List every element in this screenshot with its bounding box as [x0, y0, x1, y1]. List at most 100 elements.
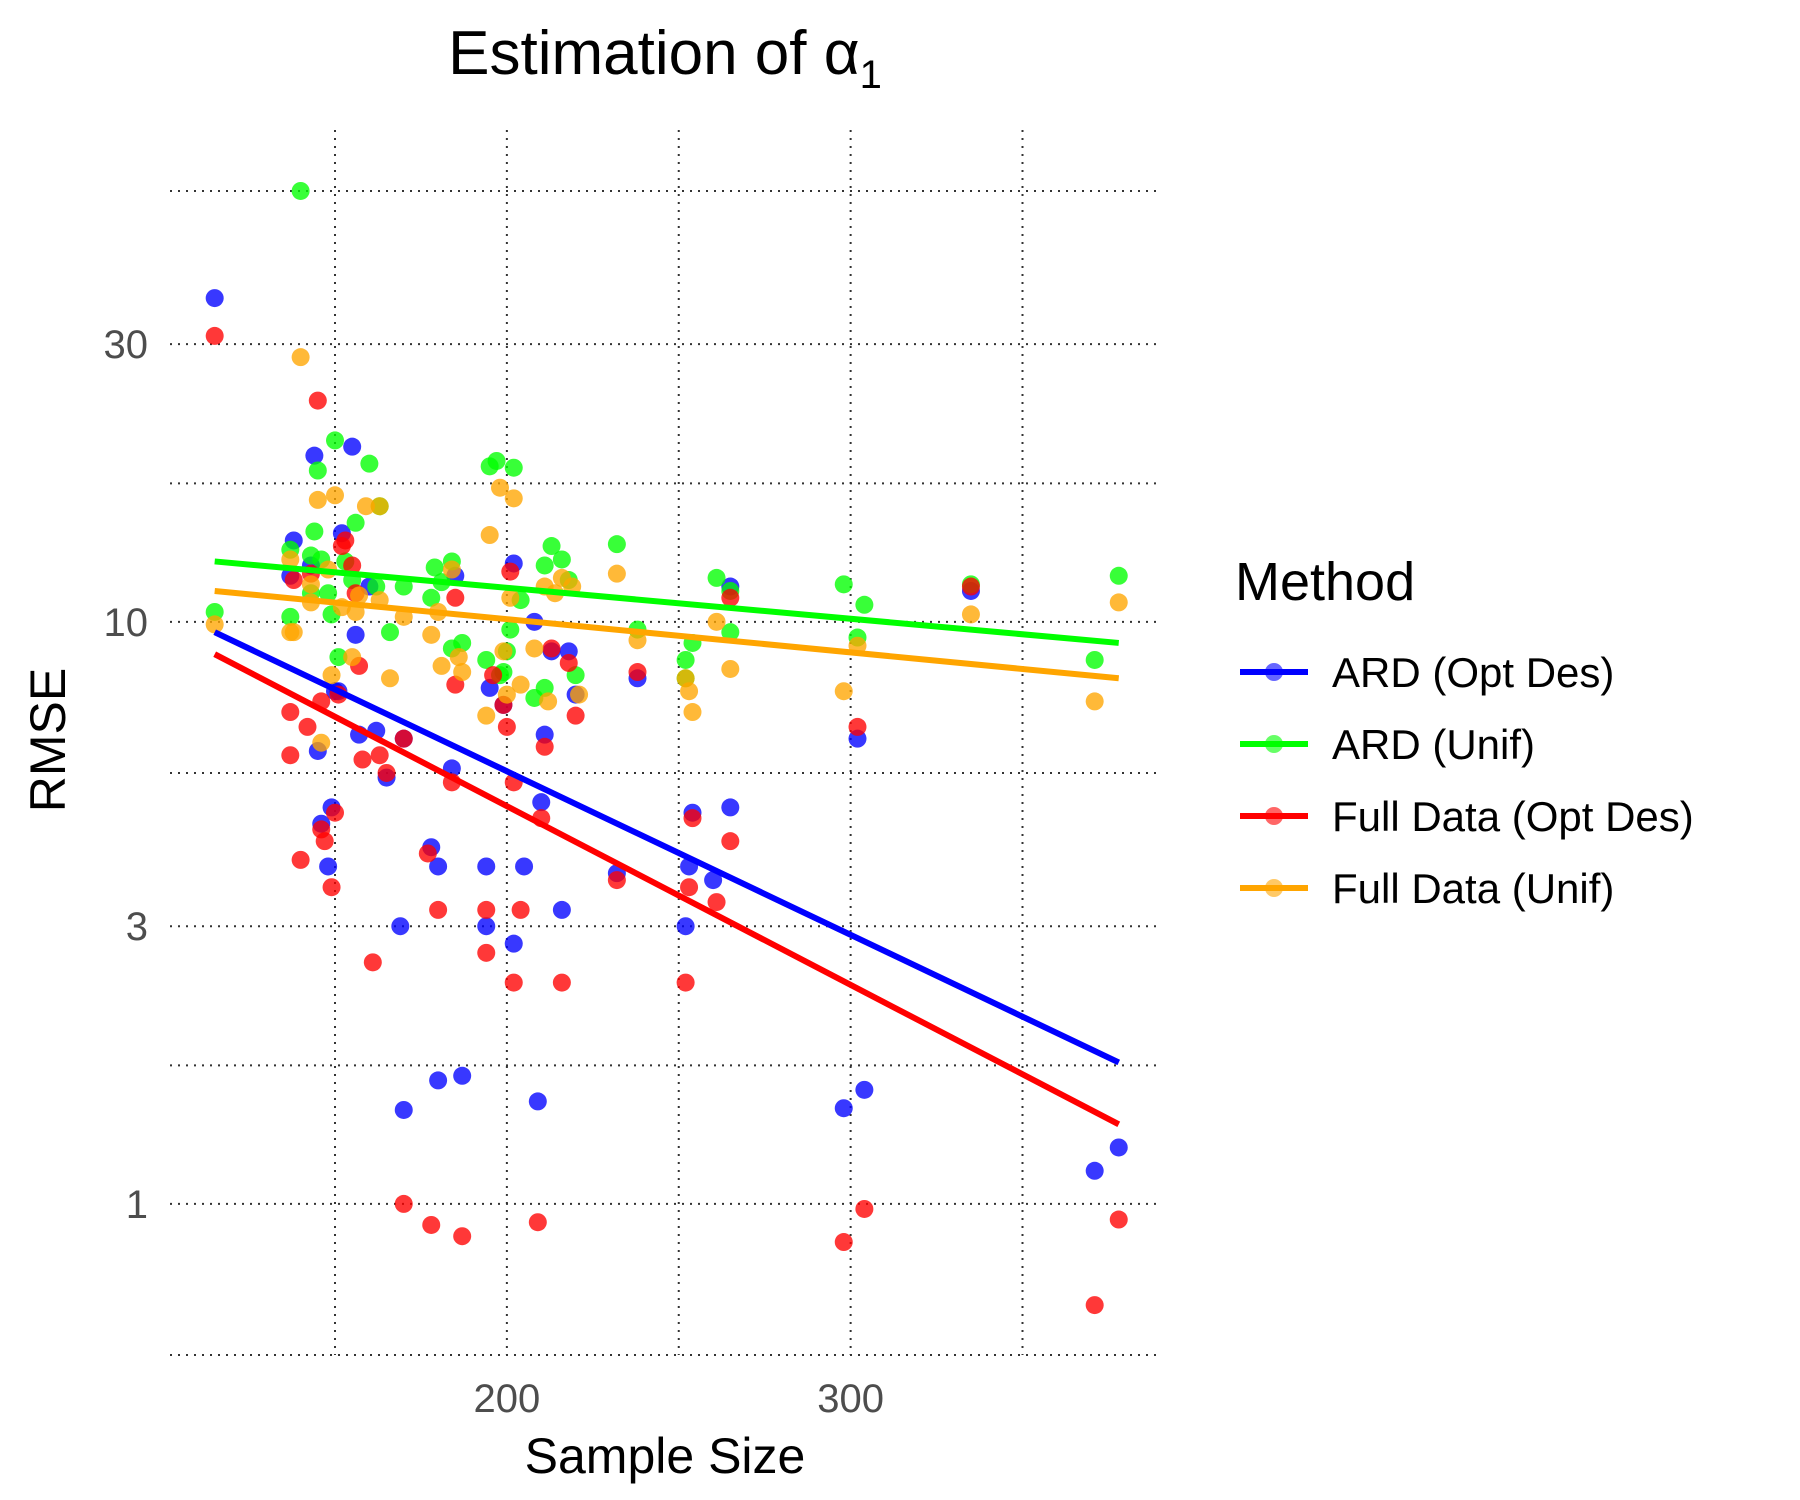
data-point-series-3 [1109, 593, 1128, 612]
data-point-series-2 [394, 729, 413, 748]
data-point-series-2 [535, 737, 554, 756]
data-point-series-2 [676, 973, 695, 992]
legend-label: ARD (Unif) [1332, 721, 1535, 768]
trend-line-series-0 [213, 629, 1121, 1066]
legend-label: Full Data (Opt Des) [1332, 793, 1694, 840]
data-point-series-1 [707, 568, 726, 587]
data-point-series-1 [676, 650, 695, 669]
data-point-series-2 [322, 878, 341, 897]
data-point-series-2 [484, 666, 503, 685]
data-point-series-2 [336, 531, 355, 550]
data-point-series-1 [1085, 650, 1104, 669]
data-point-series-0 [552, 900, 571, 919]
legend-point [1265, 879, 1283, 897]
data-point-series-0 [429, 1071, 448, 1090]
data-point-series-1 [346, 513, 365, 532]
y-tick-label: 30 [104, 323, 149, 367]
data-point-series-3 [205, 615, 224, 634]
data-point-series-0 [1109, 1138, 1128, 1157]
data-point-series-2 [559, 653, 578, 672]
data-point-series-3 [1085, 692, 1104, 711]
data-point-series-2 [961, 577, 980, 596]
data-point-series-1 [721, 623, 740, 642]
tick-labels: 200 300 1 3 10 30 [104, 323, 885, 1421]
data-point-series-1 [855, 595, 874, 614]
data-point-series-3 [477, 706, 496, 725]
data-point-series-1 [487, 451, 506, 470]
data-point-series-3 [628, 631, 647, 650]
data-point-series-0 [429, 857, 448, 876]
data-point-series-2 [511, 900, 530, 919]
data-point-series-3 [381, 669, 399, 688]
data-point-series-2 [429, 900, 448, 919]
data-point-series-2 [343, 556, 362, 575]
data-point-series-3 [370, 497, 389, 516]
data-point-series-1 [477, 650, 496, 669]
data-point-series-2 [281, 746, 300, 765]
data-point-series-0 [391, 917, 410, 936]
data-point-series-3 [284, 623, 303, 642]
data-point-series-2 [370, 746, 389, 765]
data-point-series-1 [1109, 566, 1128, 585]
data-point-series-2 [628, 663, 647, 682]
data-point-series-1 [607, 535, 626, 554]
data-point-series-3 [491, 478, 509, 497]
x-axis-title: Sample Size [525, 1428, 806, 1484]
data-point-series-2 [422, 1215, 441, 1234]
data-point-series-1 [453, 633, 472, 652]
data-point-series-3 [504, 489, 523, 508]
points-layer [205, 181, 1128, 1315]
data-point-series-2 [326, 803, 344, 822]
grid-layer [170, 130, 1160, 1356]
trend-line-series-1 [214, 558, 1120, 646]
legend-item: Full Data (Unif) [1240, 865, 1614, 912]
data-point-series-3 [480, 526, 499, 545]
trend-layer [213, 558, 1121, 1127]
data-point-series-1 [308, 461, 327, 480]
data-point-series-2 [607, 871, 626, 890]
data-point-series-1 [542, 537, 561, 556]
legend-title: Method [1235, 552, 1415, 612]
data-point-series-3 [961, 605, 980, 624]
data-point-series-1 [422, 588, 441, 607]
data-point-series-1 [394, 577, 413, 596]
data-point-series-0 [319, 857, 338, 876]
data-point-series-3 [356, 497, 375, 516]
data-point-series-3 [432, 656, 451, 675]
data-point-series-2 [848, 717, 867, 736]
data-point-series-2 [453, 1227, 472, 1246]
data-point-series-1 [319, 584, 338, 603]
data-point-series-0 [704, 871, 723, 890]
data-point-series-2 [1109, 1210, 1128, 1229]
data-point-series-0 [343, 437, 362, 456]
data-point-series-3 [683, 703, 702, 722]
data-point-series-3 [501, 588, 520, 607]
data-point-series-2 [446, 588, 465, 607]
legend-point [1265, 807, 1283, 825]
data-point-series-3 [442, 560, 461, 579]
data-point-series-3 [539, 692, 558, 711]
trend-line-series-3 [214, 587, 1120, 682]
data-point-series-0 [305, 446, 324, 465]
data-point-series-2 [497, 717, 516, 736]
data-point-series-2 [284, 571, 303, 590]
data-point-series-3 [326, 486, 344, 505]
data-point-series-2 [552, 973, 571, 992]
data-point-series-0 [205, 289, 224, 308]
data-point-series-1 [552, 550, 571, 569]
data-point-series-1 [425, 558, 444, 577]
data-point-series-3 [511, 675, 530, 694]
x-tick-label: 200 [474, 1377, 541, 1421]
data-point-series-0 [515, 857, 534, 876]
data-point-series-2 [834, 1233, 853, 1252]
data-point-series-1 [504, 458, 523, 477]
y-tick-label: 10 [104, 601, 149, 645]
chart-title-symbol: α [824, 19, 860, 88]
data-point-series-3 [680, 682, 699, 701]
legend: Method ARD (Opt Des) ARD (Unif) Full Data … [1235, 552, 1694, 912]
data-point-series-3 [422, 625, 441, 644]
data-point-series-2 [1085, 1296, 1104, 1315]
data-point-series-0 [477, 917, 496, 936]
data-point-series-2 [680, 878, 699, 897]
